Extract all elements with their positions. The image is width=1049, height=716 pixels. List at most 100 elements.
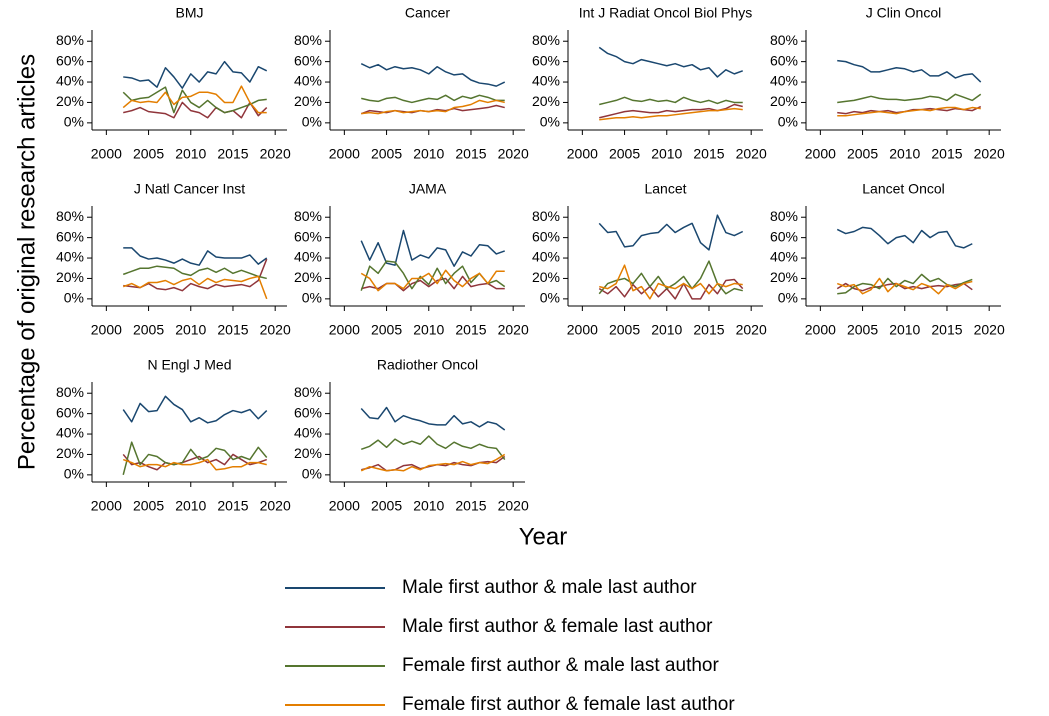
x-tick-label: 2015 (217, 498, 248, 514)
y-tick-label: 0% (64, 466, 84, 482)
y-tick-label: 80% (294, 32, 322, 48)
y-tick-label: 80% (294, 208, 322, 224)
series-line (361, 99, 505, 115)
y-tick-label: 80% (56, 384, 84, 400)
y-tick-label: 40% (770, 249, 798, 265)
x-tick-label: 2015 (931, 322, 962, 338)
y-tick-label: 20% (770, 93, 798, 109)
x-tick-label: 2005 (609, 146, 640, 162)
y-tick-label: 60% (294, 228, 322, 244)
series-line (599, 264, 743, 300)
y-tick-label: 20% (294, 445, 322, 461)
x-tick-label: 2000 (805, 146, 836, 162)
series-line (360, 62, 506, 87)
x-tick-label: 2000 (567, 322, 598, 338)
y-tick-label: 60% (294, 404, 322, 420)
panel-title: J Natl Cancer Inst (134, 181, 245, 197)
x-tick-label: 2010 (413, 322, 444, 338)
y-tick-label: 40% (56, 249, 84, 265)
y-tick-label: 80% (294, 384, 322, 400)
series-line (836, 226, 973, 249)
legend-label: Female first author & male last author (402, 655, 719, 676)
y-tick-label: 60% (532, 52, 560, 68)
x-tick-label: 2010 (889, 146, 920, 162)
y-tick-label: 40% (56, 425, 84, 441)
x-tick-label: 2010 (413, 498, 444, 514)
y-tick-label: 0% (64, 290, 84, 306)
series-line (122, 86, 267, 114)
series-line (360, 269, 505, 292)
y-tick-label: 20% (532, 269, 560, 285)
series-line (122, 275, 268, 300)
series-line (122, 458, 267, 471)
y-tick-label: 60% (56, 404, 84, 420)
y-tick-label: 80% (56, 208, 84, 224)
x-tick-label: 2020 (498, 498, 529, 514)
y-tick-label: 20% (532, 93, 560, 109)
x-tick-label: 2005 (847, 322, 878, 338)
x-tick-label: 2005 (847, 146, 878, 162)
x-tick-label: 2000 (91, 498, 122, 514)
y-tick-label: 80% (770, 32, 798, 48)
y-tick-label: 0% (302, 114, 322, 130)
y-tick-label: 40% (770, 73, 798, 89)
y-tick-label: 60% (770, 228, 798, 244)
series-line (598, 46, 743, 78)
x-tick-label: 2010 (175, 146, 206, 162)
series-line (598, 260, 743, 295)
x-tick-label: 2005 (371, 146, 402, 162)
x-tick-label: 2000 (91, 146, 122, 162)
y-tick-label: 0% (540, 290, 560, 306)
series-line (360, 229, 505, 267)
x-tick-label: 2000 (329, 322, 360, 338)
x-tick-label: 2010 (651, 146, 682, 162)
y-tick-label: 60% (770, 52, 798, 68)
x-tick-label: 2020 (736, 146, 767, 162)
y-tick-label: 20% (56, 445, 84, 461)
x-tick-label: 2000 (805, 322, 836, 338)
panel-title: Radiother Oncol (377, 357, 478, 373)
x-tick-label: 2020 (260, 146, 291, 162)
y-tick-label: 0% (778, 114, 798, 130)
series-line (599, 96, 743, 106)
series-line (361, 94, 505, 104)
y-tick-label: 20% (56, 93, 84, 109)
series-line (836, 277, 973, 295)
panel-title: J Clin Oncol (866, 5, 941, 21)
x-tick-label: 2015 (693, 322, 724, 338)
x-tick-label: 2020 (498, 322, 529, 338)
x-tick-label: 2015 (217, 322, 248, 338)
x-tick-label: 2020 (974, 146, 1005, 162)
y-tick-label: 20% (294, 93, 322, 109)
series-line (598, 278, 744, 300)
x-tick-label: 2015 (455, 146, 486, 162)
series-line (837, 93, 982, 104)
series-line (837, 106, 981, 117)
panel-title: BMJ (176, 5, 204, 21)
series-line (598, 214, 744, 251)
x-tick-label: 2005 (133, 146, 164, 162)
y-tick-label: 40% (56, 73, 84, 89)
series-line (360, 435, 506, 461)
y-tick-label: 60% (294, 52, 322, 68)
y-tick-label: 0% (64, 114, 84, 130)
x-axis-label: Year (519, 523, 568, 550)
y-tick-label: 60% (532, 228, 560, 244)
series-line (837, 59, 982, 83)
x-tick-label: 2000 (329, 146, 360, 162)
x-tick-label: 2015 (455, 322, 486, 338)
series-line (123, 247, 268, 266)
panel-title: Lancet (644, 181, 686, 197)
x-tick-label: 2015 (693, 146, 724, 162)
y-tick-label: 0% (778, 290, 798, 306)
panel-title: JAMA (409, 181, 447, 197)
y-tick-label: 0% (302, 466, 322, 482)
x-tick-label: 2005 (133, 322, 164, 338)
legend-label: Female first author & female last author (402, 694, 735, 715)
x-tick-label: 2020 (736, 322, 767, 338)
x-tick-label: 2005 (133, 498, 164, 514)
y-tick-label: 40% (294, 425, 322, 441)
legend-label: Male first author & female last author (402, 616, 713, 637)
